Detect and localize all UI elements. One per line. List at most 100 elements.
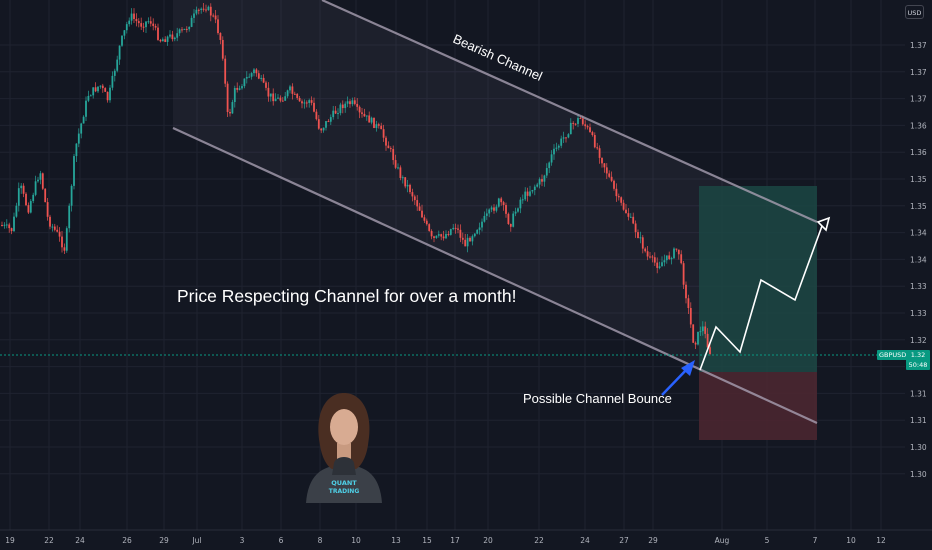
candle-body (296, 93, 299, 98)
candle-body (255, 69, 258, 74)
avatar-body (306, 465, 382, 503)
candle-body (248, 76, 251, 78)
candle-body (332, 110, 335, 118)
candle-body (641, 237, 644, 249)
candle-body (329, 117, 332, 122)
candle-body (243, 78, 246, 87)
candle-body (497, 198, 500, 207)
candle-body (22, 185, 25, 194)
x-tick-label: 7 (813, 536, 818, 545)
candle-body (579, 118, 582, 120)
candle-body (207, 6, 210, 11)
candle-body (286, 90, 289, 97)
candle-body (709, 347, 711, 354)
candle-body (1, 225, 3, 226)
y-tick-label: 1.32 (910, 336, 927, 345)
candle-body (200, 8, 203, 10)
candle-body (610, 176, 613, 181)
x-tick-label: 17 (450, 536, 460, 545)
candle-body (605, 167, 608, 174)
target-zone (699, 186, 817, 372)
candle-body (320, 128, 323, 131)
x-tick-label: 8 (318, 536, 323, 545)
candle-body (13, 216, 15, 232)
candle-body (375, 124, 378, 128)
candle-body (687, 298, 690, 309)
candle-body (82, 116, 85, 124)
candle-body (214, 15, 217, 20)
candle-body (205, 9, 207, 11)
candle-body (277, 97, 279, 99)
candle-body (517, 208, 519, 212)
candle-body (668, 255, 671, 259)
candle-body (358, 106, 361, 113)
candle-body (682, 263, 685, 285)
avatar-suit-neck (332, 457, 356, 475)
candle-body (272, 93, 275, 102)
candle-body (51, 226, 54, 228)
candle-body (291, 86, 294, 94)
projected-path (699, 225, 823, 371)
candle-body (377, 124, 380, 126)
candle-body (418, 206, 421, 211)
candle-body (634, 223, 637, 233)
candle-body (121, 35, 123, 46)
candle-body (17, 188, 20, 206)
candle-body (394, 160, 397, 168)
candle-body (389, 148, 392, 150)
candle-body (435, 235, 438, 238)
candle-body (637, 232, 639, 239)
x-tick-label: 27 (619, 536, 629, 545)
candle-body (536, 184, 539, 187)
candle-body (128, 20, 131, 25)
candle-body (217, 19, 219, 34)
projected-path-arrowhead (816, 216, 831, 232)
bounce-label: Possible Channel Bounce (523, 391, 672, 406)
candle-body (315, 111, 318, 120)
x-tick-label: 22 (44, 536, 54, 545)
candle-body (27, 205, 30, 213)
candle-body (680, 254, 683, 264)
candle-body (171, 34, 174, 40)
candle-body (149, 21, 152, 24)
y-tick-label: 1.35 (910, 202, 927, 211)
time-axis[interactable]: 19 22 24 26 29 Jul 3 6 8 10 13 15 17 20 22 24 27 29 Aug 5 7 1… (5, 536, 886, 545)
candle-body (173, 37, 176, 40)
currency-button[interactable]: USD (905, 5, 924, 19)
candle-body (274, 98, 277, 102)
candle-body (476, 229, 479, 234)
candle-body (677, 249, 680, 255)
candle-body (512, 213, 515, 227)
candle-body (212, 15, 215, 17)
channel-upper-line (321, 0, 818, 224)
x-tick-label: 24 (75, 536, 85, 545)
candle-body (245, 76, 248, 79)
candle-body (387, 145, 390, 149)
candle-body (260, 77, 263, 79)
y-tick-label: 1.34 (910, 255, 927, 264)
candle-body (339, 104, 342, 114)
candle-body (70, 185, 73, 206)
candle-body (541, 179, 543, 182)
candle-body (32, 194, 35, 202)
candle-body (569, 122, 572, 135)
price-axis[interactable]: 1.37 1.37 1.37 1.36 1.36 1.35 1.35 1.34 1.34 1.33… (910, 41, 927, 479)
candle-body (399, 167, 402, 178)
candle-body (464, 239, 467, 247)
candle-body (596, 147, 599, 149)
candle-body (125, 24, 128, 31)
y-tick-label: 1.37 (910, 41, 927, 50)
candle-body (524, 191, 527, 200)
candle-body (500, 198, 503, 203)
candle-body (310, 100, 313, 103)
bounce-arrow (661, 366, 690, 396)
candle-body (572, 122, 575, 124)
y-tick-label: 1.30 (910, 470, 927, 479)
candle-body (178, 29, 181, 34)
candle-body (665, 255, 668, 261)
y-tick-label: 1.37 (910, 95, 927, 104)
channel-fill (173, 0, 817, 423)
x-tick-label: Aug (715, 536, 730, 545)
candle-body (421, 210, 423, 218)
